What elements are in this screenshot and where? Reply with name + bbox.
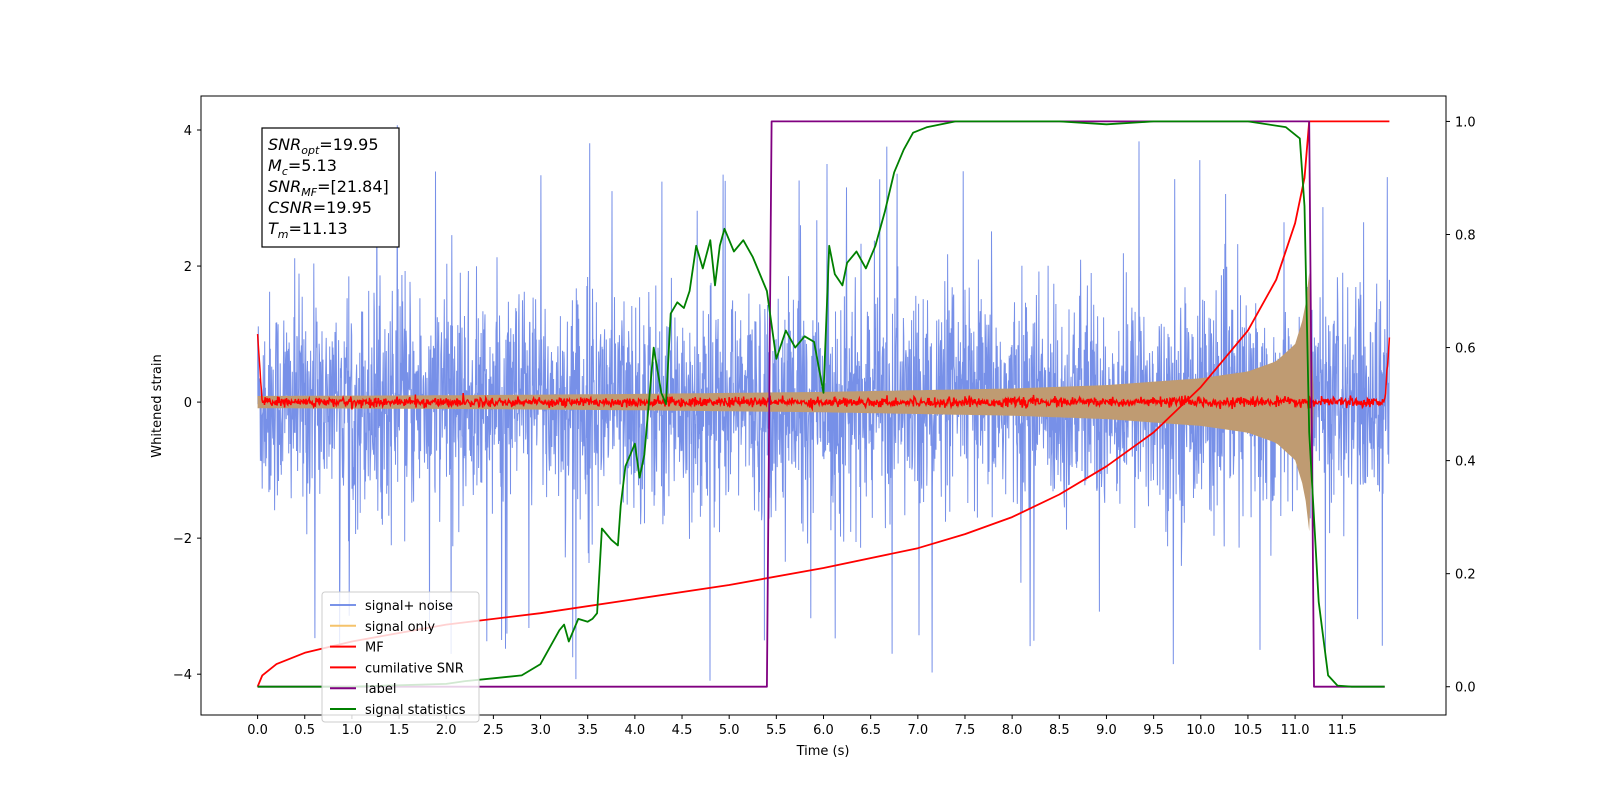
x-tick-label: 0.5 xyxy=(294,723,315,738)
x-tick-label: 0.0 xyxy=(247,723,268,738)
x-tick-label: 11.5 xyxy=(1328,723,1357,738)
y-right-tick-label: 0.0 xyxy=(1455,681,1476,696)
info-row: Mc=5.13 xyxy=(268,156,337,178)
y-right-tick-label: 0.8 xyxy=(1455,228,1476,243)
y-axis-label-left: Whitened strain xyxy=(150,354,165,457)
x-tick-label: 5.0 xyxy=(719,723,740,738)
y-left-tick-label: −2 xyxy=(173,532,192,547)
y-left-tick-label: −4 xyxy=(173,668,192,683)
legend-label: MF xyxy=(365,641,384,656)
info-row: SNRopt=19.95 xyxy=(268,135,379,157)
x-tick-label: 7.5 xyxy=(955,723,976,738)
tick-layer: 0.0 0.5 1.0 1.5 2.0 2.5 3.0 3.5 4.0 4.5 5.0 5.5 6.0 6… xyxy=(173,115,1476,738)
legend-label: cumilative SNR xyxy=(365,661,464,676)
y-left-tick-label: 2 xyxy=(184,260,192,275)
legend-frame xyxy=(321,591,480,723)
info-row: CSNR=19.95 xyxy=(268,198,372,217)
x-tick-label: 9.0 xyxy=(1096,723,1117,738)
legend: signal+ noise signal only MF cumilative SNR… xyxy=(321,591,480,723)
x-tick-label: 5.5 xyxy=(766,723,787,738)
x-tick-label: 6.0 xyxy=(813,723,834,738)
series-signal-noise xyxy=(257,125,1390,681)
info-row: SNRMF=[21.84] xyxy=(268,177,389,199)
x-axis-label: Time (s) xyxy=(796,744,850,759)
x-tick-label: 4.5 xyxy=(672,723,693,738)
x-tick-label: 11.0 xyxy=(1281,723,1310,738)
legend-label: signal+ noise xyxy=(365,599,453,614)
y-right-tick-label: 0.2 xyxy=(1455,568,1476,583)
x-tick-label: 1.5 xyxy=(389,723,410,738)
y-left-tick-label: 4 xyxy=(184,124,192,139)
x-tick-label: 2.5 xyxy=(483,723,504,738)
x-tick-label: 6.5 xyxy=(860,723,881,738)
x-tick-label: 4.0 xyxy=(625,723,646,738)
legend-label: label xyxy=(365,682,396,697)
legend-label: signal statistics xyxy=(365,703,466,718)
series-mf xyxy=(256,334,1391,412)
y-right-tick-label: 1.0 xyxy=(1455,115,1476,130)
x-tick-label: 1.0 xyxy=(342,723,363,738)
series-signal-statistics xyxy=(257,120,1385,688)
x-tick-label: 3.0 xyxy=(530,723,551,738)
y-right-tick-label: 0.6 xyxy=(1455,342,1476,357)
x-tick-label: 8.5 xyxy=(1049,723,1070,738)
info-box: SNRopt=19.95Mc=5.13SNRMF=[21.84]CSNR=19.… xyxy=(261,127,400,248)
info-box-frame xyxy=(261,127,400,248)
x-tick-label: 3.5 xyxy=(577,723,598,738)
y-left-tick-label: 0 xyxy=(184,396,192,411)
x-tick-label: 10.0 xyxy=(1186,723,1215,738)
x-tick-label: 7.0 xyxy=(907,723,928,738)
x-tick-label: 9.5 xyxy=(1143,723,1164,738)
x-tick-label: 10.5 xyxy=(1233,723,1262,738)
legend-label: signal only xyxy=(365,620,435,635)
x-tick-label: 8.0 xyxy=(1002,723,1023,738)
x-tick-label: 2.0 xyxy=(436,723,457,738)
info-row: Tm=11.13 xyxy=(268,219,348,241)
y-right-tick-label: 0.4 xyxy=(1455,455,1476,470)
